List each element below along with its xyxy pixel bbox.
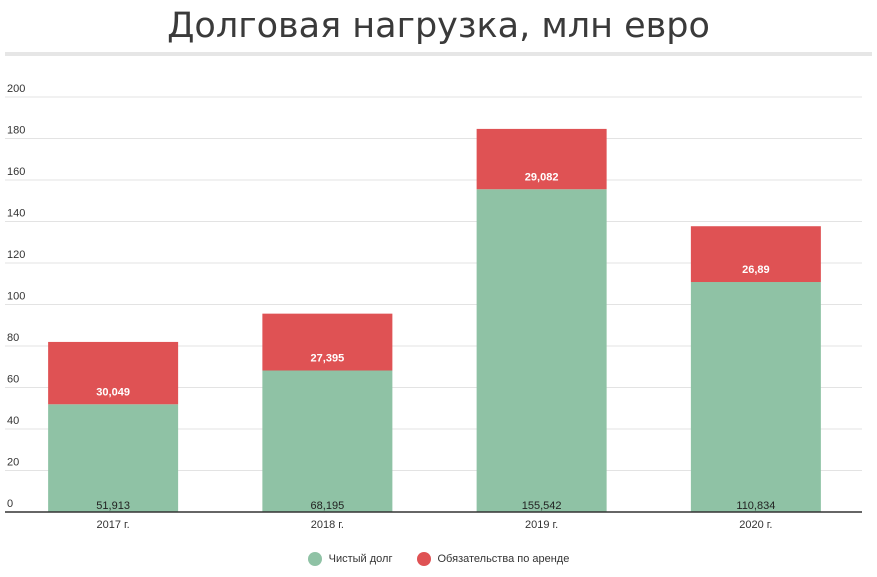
- title-divider: [5, 52, 872, 56]
- data-label: 51,913: [96, 500, 130, 512]
- y-tick-label: 60: [7, 374, 19, 386]
- legend-swatch-net-debt: [307, 552, 322, 566]
- bar-segment: [476, 128, 607, 190]
- x-tick-label: 2020 г.: [739, 519, 772, 531]
- y-tick-label: 200: [7, 83, 25, 95]
- legend-label-net-debt: Чистый долг: [328, 553, 393, 565]
- legend-item-net-debt: Чистый долг: [307, 552, 393, 566]
- legend-label-lease: Обязательства по аренде: [437, 553, 570, 565]
- data-label: 30,049: [96, 386, 130, 398]
- y-tick-label: 140: [7, 208, 25, 220]
- bar-segment: [48, 341, 179, 405]
- x-tick-label: 2019 г.: [525, 519, 558, 531]
- y-tick-label: 40: [7, 415, 19, 427]
- legend-item-lease: Обязательства по аренде: [416, 552, 570, 566]
- stacked-bar-chart: 0 20 40 60 80 100 120 140 160 180 200 51,913 30,049 2…: [5, 83, 862, 531]
- bar-segment: [262, 370, 393, 512]
- legend: Чистый долг Обязательства по аренде: [0, 552, 877, 566]
- y-tick-label: 160: [7, 166, 25, 178]
- data-label: 27,395: [311, 352, 345, 364]
- bar-segment: [476, 189, 607, 512]
- x-tick-label: 2018 г.: [311, 519, 344, 531]
- y-tick-label: 80: [7, 332, 19, 344]
- data-label: 26,89: [742, 264, 770, 276]
- x-tick-label: 2017 г.: [96, 519, 129, 531]
- data-label: 68,195: [311, 500, 345, 512]
- y-tick-label: 0: [7, 498, 13, 510]
- bar-segment: [690, 226, 821, 283]
- bar-segment: [48, 404, 179, 512]
- data-label: 110,834: [736, 500, 775, 512]
- y-tick-label: 120: [7, 249, 25, 261]
- legend-swatch-lease: [416, 552, 431, 566]
- y-tick-label: 20: [7, 457, 19, 469]
- y-tick-label: 180: [7, 125, 25, 137]
- y-tick-label: 100: [7, 291, 25, 303]
- bar-segment: [690, 282, 821, 512]
- data-label: 155,542: [522, 500, 562, 512]
- data-label: 29,082: [525, 171, 559, 183]
- chart-title: Долговая нагрузка, млн евро: [167, 6, 710, 46]
- bar-segment: [262, 313, 393, 371]
